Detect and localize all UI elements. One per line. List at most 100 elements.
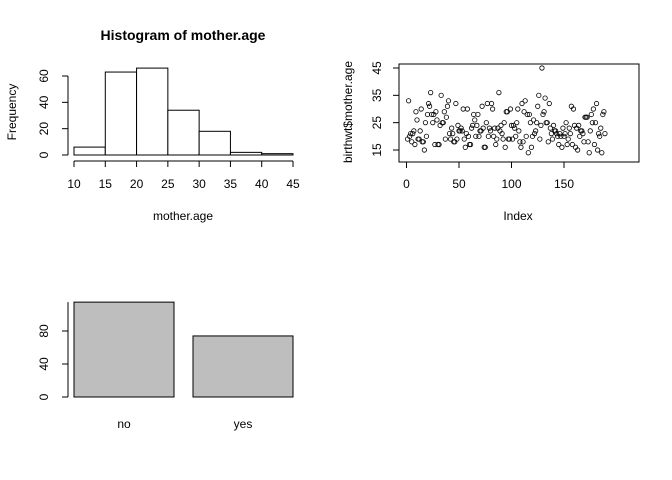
scatter-plot-box: [398, 63, 640, 163]
scatter-point: [454, 136, 460, 142]
scatter-x-tick-label: 100: [501, 177, 521, 191]
scatter-point: [433, 109, 439, 115]
scatter-point: [530, 117, 537, 123]
scatter-point: [576, 122, 582, 129]
scatter-point: [465, 133, 472, 139]
scatter-point: [434, 117, 440, 123]
scatter-point: [544, 120, 550, 126]
scatter-point: [422, 120, 428, 126]
scatter-point: [482, 144, 488, 150]
scatter-point: [570, 106, 577, 112]
scatter-point: [587, 128, 593, 134]
scatter-point: [420, 139, 426, 145]
barplot-bar: [73, 301, 175, 398]
scatter-point: [474, 122, 480, 129]
histogram-panel: Histogram of mother.age mother.age Frequ…: [5, 27, 300, 223]
scatter-point: [510, 122, 517, 129]
scatter-point: [444, 103, 451, 109]
scatter-point: [493, 141, 499, 148]
scatter-y-axis-label: birthwt$mother.age: [341, 61, 355, 163]
scatter-point: [557, 131, 563, 137]
histogram-y-tick-label: 60: [37, 69, 51, 83]
scatter-point: [464, 106, 470, 112]
scatter-point: [501, 120, 507, 126]
scatter-point: [513, 133, 519, 139]
scatter-point: [533, 128, 539, 134]
scatter-point: [491, 133, 497, 139]
scatter-point: [426, 103, 433, 109]
scatter-point: [515, 106, 521, 112]
scatter-point: [500, 136, 506, 142]
scatter-point: [421, 147, 427, 153]
histogram-bar: [73, 146, 106, 156]
scatter-point: [409, 139, 415, 145]
scatter-point: [417, 128, 423, 134]
scatter-point: [450, 131, 456, 137]
scatter-point: [496, 90, 502, 96]
scatter-point: [489, 106, 496, 112]
scatter-point: [425, 100, 432, 107]
scatter-point: [461, 136, 467, 142]
scatter-point: [527, 120, 534, 126]
histogram-x-tick-label: 15: [99, 177, 113, 191]
scatter-point: [556, 141, 562, 148]
scatter-point: [488, 100, 495, 107]
scatter-point: [414, 117, 420, 123]
scatter-point: [408, 131, 414, 137]
scatter-point: [416, 136, 422, 142]
scatter-point: [539, 65, 545, 71]
scatter-point: [531, 131, 538, 137]
scatter-point: [485, 133, 491, 139]
histogram-bar: [136, 67, 169, 156]
scatter-point: [457, 128, 463, 134]
scatter-point: [550, 122, 557, 129]
scatter-point: [413, 109, 419, 115]
scatter-point: [506, 136, 512, 142]
scatter-point: [563, 120, 569, 126]
histogram-y-tick-label: 20: [37, 122, 51, 136]
scatter-point: [458, 125, 464, 131]
barplot-y-axis: 0 40 80: [37, 302, 69, 400]
scatter-point: [541, 109, 547, 115]
scatter-points: [404, 65, 608, 156]
scatter-point: [535, 103, 541, 109]
histogram-x-axis-label: mother.age: [153, 209, 213, 223]
scatter-point: [594, 147, 601, 153]
scatter-point: [591, 141, 598, 148]
histogram-bar: [198, 130, 231, 156]
scatter-point: [418, 106, 424, 112]
scatter-point: [430, 120, 436, 126]
scatter-panel: Index birthwt$mother.age 0 50 100 150 15 25 3…: [341, 61, 640, 223]
scatter-x-tick-label: 50: [452, 177, 466, 191]
scatter-point: [548, 131, 555, 137]
scatter-point: [567, 131, 573, 137]
scatter-point: [429, 111, 435, 118]
scatter-point: [596, 131, 602, 137]
scatter-point: [564, 141, 570, 148]
scatter-point: [514, 120, 520, 126]
scatter-point: [438, 92, 444, 98]
scatter-point: [552, 128, 559, 134]
scatter-point: [472, 117, 478, 123]
scatter-point: [580, 131, 586, 137]
scatter-point: [412, 141, 418, 148]
scatter-point: [526, 111, 532, 118]
scatter-point: [447, 136, 454, 142]
scatter-point: [480, 125, 486, 131]
scatter-y-tick-label: 35: [370, 88, 384, 102]
scatter-point: [462, 144, 468, 150]
scatter-point: [566, 125, 572, 131]
scatter-point: [498, 122, 504, 129]
scatter-point: [436, 141, 442, 148]
histogram-x-tick-label: 30: [192, 177, 206, 191]
scatter-point: [442, 136, 448, 142]
scatter-point: [467, 141, 474, 148]
scatter-point: [440, 120, 446, 126]
histogram-x-tick-label: 25: [161, 177, 175, 191]
scatter-point: [537, 136, 543, 142]
scatter-point: [554, 131, 560, 137]
scatter-point: [598, 125, 604, 131]
scatter-x-axis-label: Index: [503, 209, 532, 223]
histogram-x-tick-label: 40: [255, 177, 269, 191]
scatter-point: [525, 150, 531, 156]
